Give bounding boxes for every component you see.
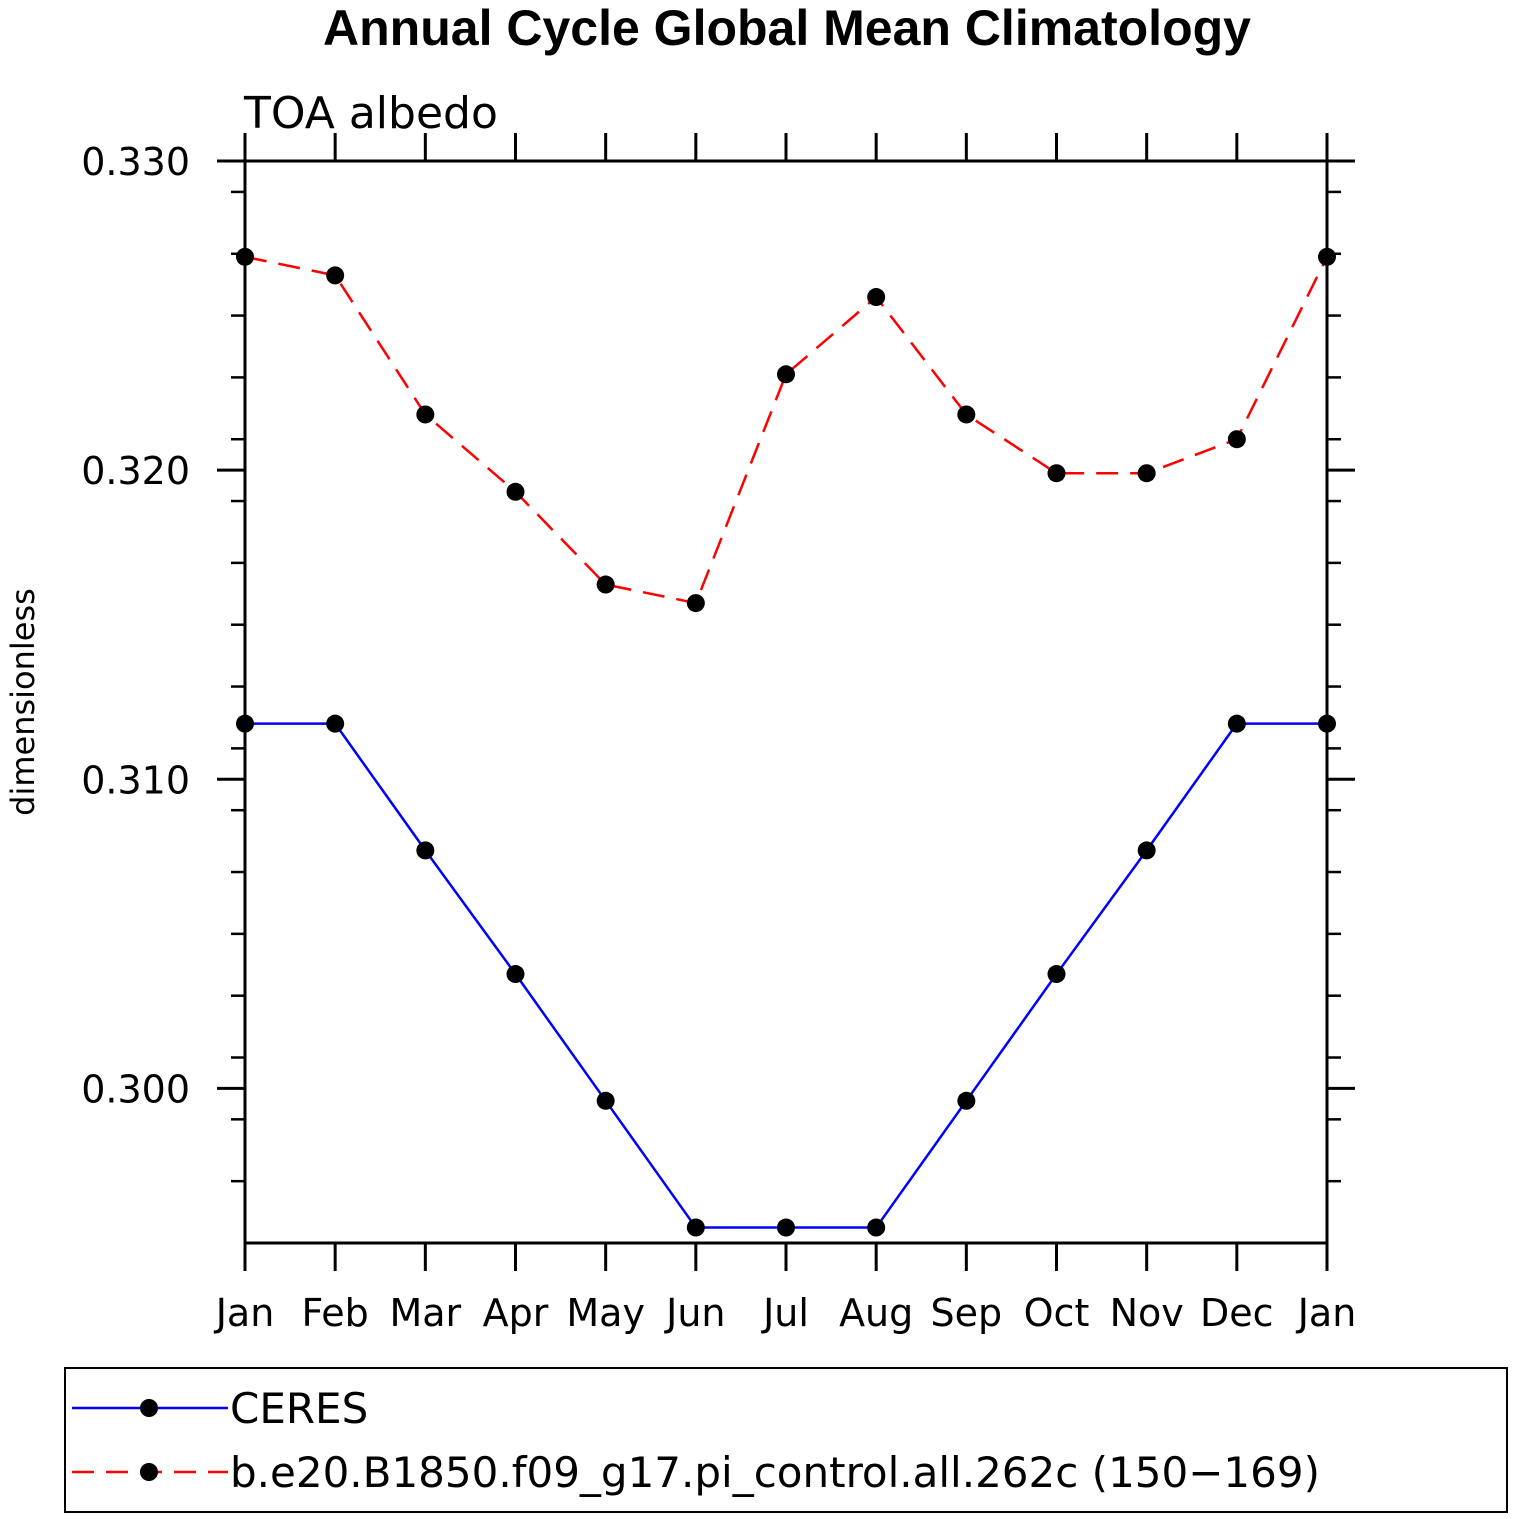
series-1-point bbox=[416, 405, 435, 424]
series-1-point bbox=[1137, 464, 1156, 483]
chart-subtitle: TOA albedo bbox=[243, 88, 498, 139]
legend-label-ceres: CERES bbox=[230, 1384, 368, 1433]
series-0-point bbox=[1318, 714, 1336, 733]
series-0-point bbox=[596, 1091, 615, 1110]
series-1-point bbox=[596, 575, 615, 594]
series-0-point bbox=[416, 841, 435, 860]
x-tick-label: Sep bbox=[931, 1291, 1003, 1335]
series-0-point bbox=[1227, 714, 1246, 733]
x-tick-label: Jul bbox=[761, 1291, 809, 1335]
series-markers bbox=[236, 247, 1336, 1237]
series-1-point bbox=[1227, 430, 1246, 449]
series-line-0 bbox=[245, 722, 1327, 1229]
series-1-point bbox=[867, 288, 886, 307]
y-axis-label: dimensionless bbox=[4, 588, 42, 816]
series-1-point bbox=[326, 266, 345, 285]
series-lines bbox=[244, 255, 1329, 1229]
plot-frame bbox=[243, 159, 1329, 1245]
y-tick-label: 0.300 bbox=[81, 1067, 190, 1111]
x-tick-label: Jun bbox=[664, 1291, 725, 1335]
series-0-point bbox=[686, 1218, 705, 1237]
series-0-point bbox=[506, 965, 525, 984]
legend-marker-ceres bbox=[140, 1399, 158, 1417]
series-0-point bbox=[957, 1091, 976, 1110]
x-ticks: Jan Feb Mar Apr May Jun Jul Aug Sep Oct Nov Dec Jan bbox=[214, 133, 1357, 1335]
series-1-point bbox=[777, 365, 795, 384]
series-0-point bbox=[236, 714, 254, 733]
series-0-point bbox=[326, 714, 345, 733]
series-1-point bbox=[1318, 247, 1336, 266]
y-ticks: 0.300 0.310 0.320 0.330 bbox=[81, 140, 1355, 1183]
chart-title: Annual Cycle Global Mean Climatology bbox=[323, 0, 1251, 56]
series-1-point bbox=[686, 594, 705, 613]
series-0-point bbox=[1047, 965, 1066, 984]
series-0-point bbox=[867, 1218, 886, 1237]
x-tick-label: Nov bbox=[1110, 1291, 1184, 1335]
x-tick-label: Oct bbox=[1024, 1291, 1090, 1335]
x-tick-label: Mar bbox=[389, 1291, 461, 1335]
x-tick-label: Apr bbox=[483, 1291, 549, 1335]
legend-label-model: b.e20.B1850.f09_g17.pi_control.all.262c … bbox=[230, 1448, 1320, 1497]
legend: CERES b.e20.B1850.f09_g17.pi_control.all… bbox=[64, 1367, 1508, 1513]
x-tick-label: Dec bbox=[1200, 1291, 1274, 1335]
series-1-point bbox=[957, 405, 976, 424]
legend-marker-model bbox=[140, 1463, 158, 1481]
x-tick-label: Jan bbox=[1296, 1291, 1357, 1335]
series-1-point bbox=[506, 482, 525, 501]
x-tick-label: Jan bbox=[214, 1291, 275, 1335]
x-tick-label: May bbox=[566, 1291, 645, 1335]
series-0-point bbox=[777, 1218, 795, 1237]
x-tick-label: Feb bbox=[302, 1291, 369, 1335]
y-tick-label: 0.330 bbox=[81, 140, 190, 184]
x-tick-label: Aug bbox=[839, 1291, 913, 1335]
y-tick-label: 0.320 bbox=[81, 449, 190, 493]
y-tick-label: 0.310 bbox=[81, 758, 190, 802]
series-1-point bbox=[236, 247, 254, 266]
series-0-point bbox=[1137, 841, 1156, 860]
series-line-1 bbox=[244, 255, 1329, 605]
series-1-point bbox=[1047, 464, 1066, 483]
legend-box bbox=[64, 1367, 1508, 1513]
